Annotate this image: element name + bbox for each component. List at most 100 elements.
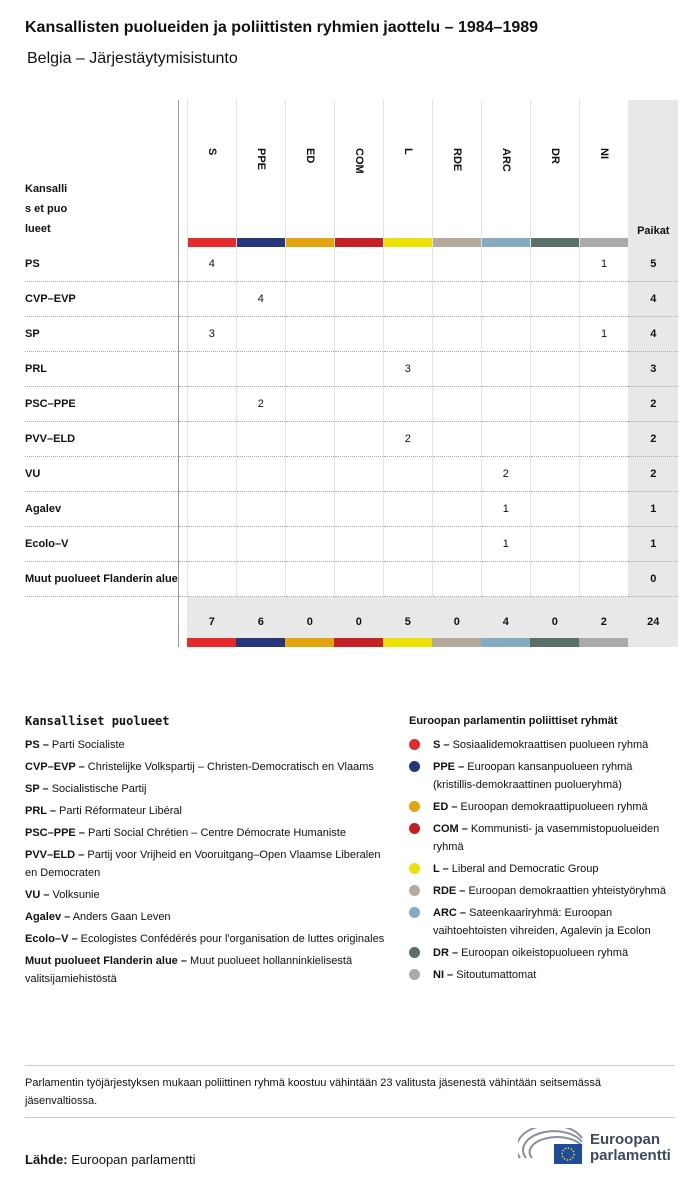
seat-cell bbox=[382, 386, 433, 422]
seat-cell: 4 bbox=[186, 247, 237, 282]
corner-label: Kansallis et puolueet bbox=[25, 183, 68, 235]
seat-cell bbox=[186, 386, 237, 422]
source-label: Lähde: bbox=[25, 1152, 68, 1167]
legend-name: Socialistische Partij bbox=[51, 783, 147, 795]
seat-cell: 3 bbox=[186, 316, 237, 352]
party-row: Muut puolueet Flanderin alue 0 bbox=[25, 561, 679, 597]
seat-cell: 4 bbox=[235, 281, 286, 317]
seat-cell bbox=[431, 456, 482, 492]
seat-cell bbox=[431, 281, 482, 317]
legend-dot bbox=[409, 863, 420, 874]
group-color-bar bbox=[236, 638, 286, 647]
seat-cell bbox=[382, 491, 433, 527]
seat-cell bbox=[284, 351, 335, 387]
seat-cell bbox=[333, 316, 384, 352]
corner-cell: Kansallis et puolueet bbox=[25, 100, 178, 247]
seat-cell bbox=[235, 316, 286, 352]
seat-cell bbox=[578, 526, 629, 562]
seat-cell bbox=[480, 247, 531, 282]
national-legend: Kansalliset puolueet PS – Parti Socialist… bbox=[25, 712, 385, 992]
seat-cell: 2 bbox=[480, 456, 531, 492]
group-color-bar bbox=[579, 238, 629, 247]
seat-cell bbox=[333, 247, 384, 282]
party-label: CVP–EVP bbox=[25, 281, 179, 317]
group-header: DR bbox=[529, 100, 580, 247]
logo: Euroopan parlamentti bbox=[518, 1128, 678, 1168]
group-color-bar bbox=[432, 238, 481, 247]
legend-abbr: SP – bbox=[25, 783, 49, 795]
group-total: 5 bbox=[383, 596, 433, 647]
legend-dot bbox=[409, 947, 420, 958]
group-total: 0 bbox=[334, 596, 384, 647]
seat-cell bbox=[529, 561, 580, 597]
seat-cell bbox=[431, 491, 482, 527]
legend-abbr: PVV–ELD – bbox=[25, 849, 85, 861]
legend-dot bbox=[409, 801, 420, 812]
legend-item: NI – Sitoutumattomat bbox=[409, 966, 675, 984]
seat-cell bbox=[529, 456, 580, 492]
legend-abbr: COM – bbox=[433, 823, 468, 835]
legend-item: PPE – Euroopan kansanpuolueen ryhmä (kri… bbox=[409, 758, 675, 794]
group-total: 2 bbox=[579, 596, 629, 647]
party-row: Agalev 1 1 bbox=[25, 491, 679, 527]
group-header: NI bbox=[578, 100, 629, 247]
legend-abbr: NI – bbox=[433, 969, 454, 981]
seat-cell bbox=[333, 421, 384, 457]
party-label: Ecolo–V bbox=[25, 526, 179, 562]
source-text: Euroopan parlamentti bbox=[71, 1152, 196, 1167]
seat-cell: 2 bbox=[382, 421, 433, 457]
seat-cell bbox=[186, 491, 237, 527]
party-label: PVV–ELD bbox=[25, 421, 179, 457]
legend-abbr: PSC–PPE – bbox=[25, 827, 85, 839]
party-row: CVP–EVP 4 4 bbox=[25, 281, 679, 317]
row-total: 2 bbox=[628, 456, 679, 492]
seat-cell bbox=[480, 421, 531, 457]
spacer bbox=[177, 456, 188, 492]
group-total-value: 7 bbox=[208, 616, 215, 628]
seat-cell: 2 bbox=[235, 386, 286, 422]
legend-item: SP – Socialistische Partij bbox=[25, 780, 385, 798]
legend-item: ARC – Sateenkaariryhmä: Euroopan vaihtoe… bbox=[409, 904, 675, 940]
seat-cell bbox=[382, 281, 433, 317]
row-total: 2 bbox=[628, 386, 679, 422]
seat-cell bbox=[578, 386, 629, 422]
seat-cell bbox=[529, 526, 580, 562]
seat-cell bbox=[333, 351, 384, 387]
party-row: VU 2 2 bbox=[25, 456, 679, 492]
logo-icon bbox=[518, 1128, 583, 1164]
seat-cell bbox=[284, 316, 335, 352]
legend-name: Christelijke Volkspartij – Christen-Demo… bbox=[87, 761, 374, 773]
group-total-value: 0 bbox=[551, 616, 558, 628]
seat-cell bbox=[333, 561, 384, 597]
seat-cell bbox=[529, 386, 580, 422]
party-label: Agalev bbox=[25, 491, 179, 527]
title: Kansallisten puolueiden ja poliittisten … bbox=[25, 19, 539, 36]
legend-item: S – Sosiaalidemokraattisen puolueen ryhm… bbox=[409, 736, 675, 754]
seat-cell: 3 bbox=[382, 351, 433, 387]
group-total-value: 2 bbox=[600, 616, 607, 628]
party-label: PS bbox=[25, 247, 179, 282]
legend-abbr: RDE – bbox=[433, 885, 466, 897]
legend-name: Anders Gaan Leven bbox=[72, 911, 171, 923]
seat-cell: 1 bbox=[480, 526, 531, 562]
group-color-bar bbox=[236, 238, 285, 247]
legend-name: Parti Réformateur Libéral bbox=[59, 805, 182, 817]
spacer bbox=[177, 421, 188, 457]
legend-item: PVV–ELD – Partij voor Vrijheid en Voorui… bbox=[25, 846, 385, 882]
legend-item: RDE – Euroopan demokraattien yhteistyöry… bbox=[409, 882, 675, 900]
seat-cell bbox=[333, 456, 384, 492]
seat-cell bbox=[529, 247, 580, 282]
group-total: 0 bbox=[432, 596, 482, 647]
seat-cell: 1 bbox=[578, 316, 629, 352]
seat-cell bbox=[382, 526, 433, 562]
subtitle: Belgia – Järjestäytymisistunto bbox=[27, 50, 238, 67]
group-color-bar bbox=[334, 638, 384, 647]
seat-cell bbox=[186, 561, 237, 597]
legend-abbr: VU – bbox=[25, 889, 50, 901]
legend-item: Muut puolueet Flanderin alue – Muut puol… bbox=[25, 952, 385, 988]
seat-cell bbox=[578, 421, 629, 457]
seat-cell bbox=[529, 351, 580, 387]
group-code: RDE bbox=[450, 148, 463, 172]
seat-cell bbox=[333, 526, 384, 562]
